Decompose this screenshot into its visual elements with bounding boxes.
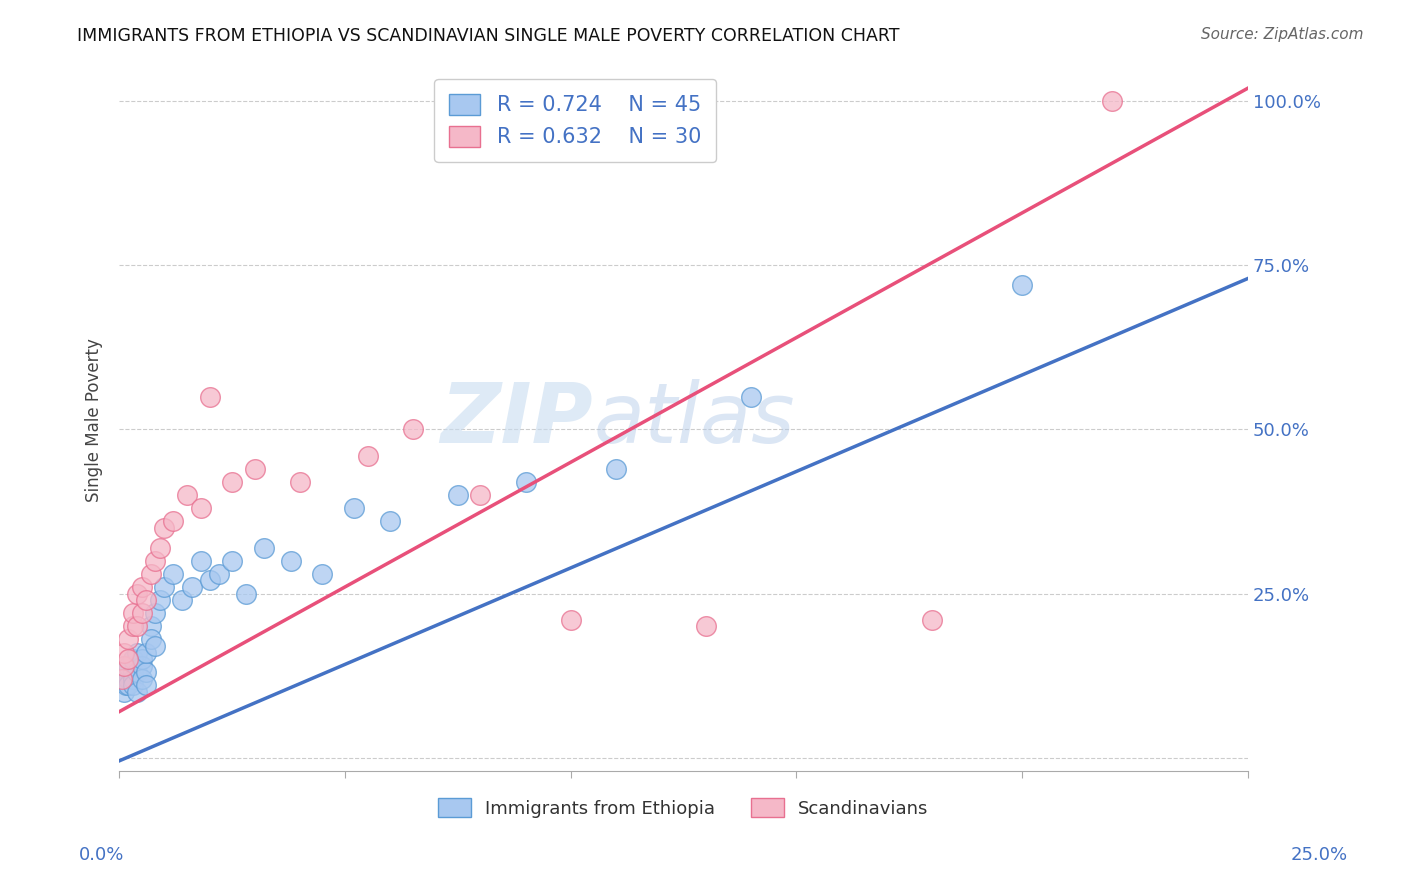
Point bbox=[135, 678, 157, 692]
Point bbox=[149, 541, 172, 555]
Point bbox=[131, 672, 153, 686]
Point bbox=[162, 566, 184, 581]
Point bbox=[131, 606, 153, 620]
Point bbox=[145, 639, 167, 653]
Text: atlas: atlas bbox=[593, 379, 794, 460]
Point bbox=[112, 658, 135, 673]
Point bbox=[560, 613, 582, 627]
Text: IMMIGRANTS FROM ETHIOPIA VS SCANDINAVIAN SINGLE MALE POVERTY CORRELATION CHART: IMMIGRANTS FROM ETHIOPIA VS SCANDINAVIAN… bbox=[77, 27, 900, 45]
Point bbox=[121, 672, 143, 686]
Legend: Immigrants from Ethiopia, Scandinavians: Immigrants from Ethiopia, Scandinavians bbox=[432, 791, 936, 825]
Point bbox=[127, 646, 149, 660]
Point bbox=[127, 665, 149, 680]
Point bbox=[253, 541, 276, 555]
Point bbox=[176, 488, 198, 502]
Point bbox=[172, 593, 194, 607]
Point bbox=[515, 475, 537, 489]
Point bbox=[112, 646, 135, 660]
Point bbox=[131, 580, 153, 594]
Point bbox=[117, 678, 139, 692]
Point bbox=[162, 514, 184, 528]
Point bbox=[288, 475, 311, 489]
Point bbox=[356, 449, 378, 463]
Text: Source: ZipAtlas.com: Source: ZipAtlas.com bbox=[1201, 27, 1364, 42]
Point bbox=[121, 652, 143, 666]
Point bbox=[121, 665, 143, 680]
Point bbox=[235, 586, 257, 600]
Point bbox=[117, 658, 139, 673]
Point bbox=[121, 619, 143, 633]
Point bbox=[110, 672, 132, 686]
Point bbox=[378, 514, 401, 528]
Point bbox=[221, 554, 243, 568]
Point bbox=[190, 554, 212, 568]
Point bbox=[190, 501, 212, 516]
Point bbox=[127, 619, 149, 633]
Point bbox=[149, 593, 172, 607]
Point bbox=[110, 672, 132, 686]
Point bbox=[115, 678, 138, 692]
Point bbox=[740, 390, 762, 404]
Point bbox=[280, 554, 302, 568]
Point bbox=[131, 652, 153, 666]
Point bbox=[135, 665, 157, 680]
Point bbox=[695, 619, 717, 633]
Point bbox=[447, 488, 470, 502]
Point bbox=[121, 678, 143, 692]
Point bbox=[198, 390, 221, 404]
Point bbox=[117, 632, 139, 647]
Point bbox=[127, 685, 149, 699]
Point bbox=[117, 672, 139, 686]
Point bbox=[311, 566, 333, 581]
Point bbox=[1101, 95, 1123, 109]
Point bbox=[470, 488, 492, 502]
Point bbox=[145, 606, 167, 620]
Point bbox=[135, 646, 157, 660]
Point bbox=[121, 606, 143, 620]
Point bbox=[112, 665, 135, 680]
Point bbox=[145, 554, 167, 568]
Point bbox=[131, 658, 153, 673]
Point bbox=[180, 580, 202, 594]
Point bbox=[1011, 278, 1033, 293]
Point bbox=[221, 475, 243, 489]
Text: ZIP: ZIP bbox=[440, 379, 593, 460]
Point bbox=[198, 574, 221, 588]
Point bbox=[139, 566, 162, 581]
Point bbox=[139, 632, 162, 647]
Text: 0.0%: 0.0% bbox=[79, 846, 124, 863]
Point bbox=[112, 658, 135, 673]
Point bbox=[153, 521, 176, 535]
Point bbox=[343, 501, 366, 516]
Point bbox=[117, 652, 139, 666]
Point bbox=[207, 566, 229, 581]
Point bbox=[139, 619, 162, 633]
Point bbox=[402, 422, 425, 436]
Point bbox=[112, 685, 135, 699]
Point bbox=[605, 462, 627, 476]
Text: 25.0%: 25.0% bbox=[1291, 846, 1347, 863]
Y-axis label: Single Male Poverty: Single Male Poverty bbox=[86, 338, 103, 501]
Point bbox=[243, 462, 266, 476]
Point bbox=[921, 613, 943, 627]
Point bbox=[127, 586, 149, 600]
Point bbox=[153, 580, 176, 594]
Point bbox=[135, 593, 157, 607]
